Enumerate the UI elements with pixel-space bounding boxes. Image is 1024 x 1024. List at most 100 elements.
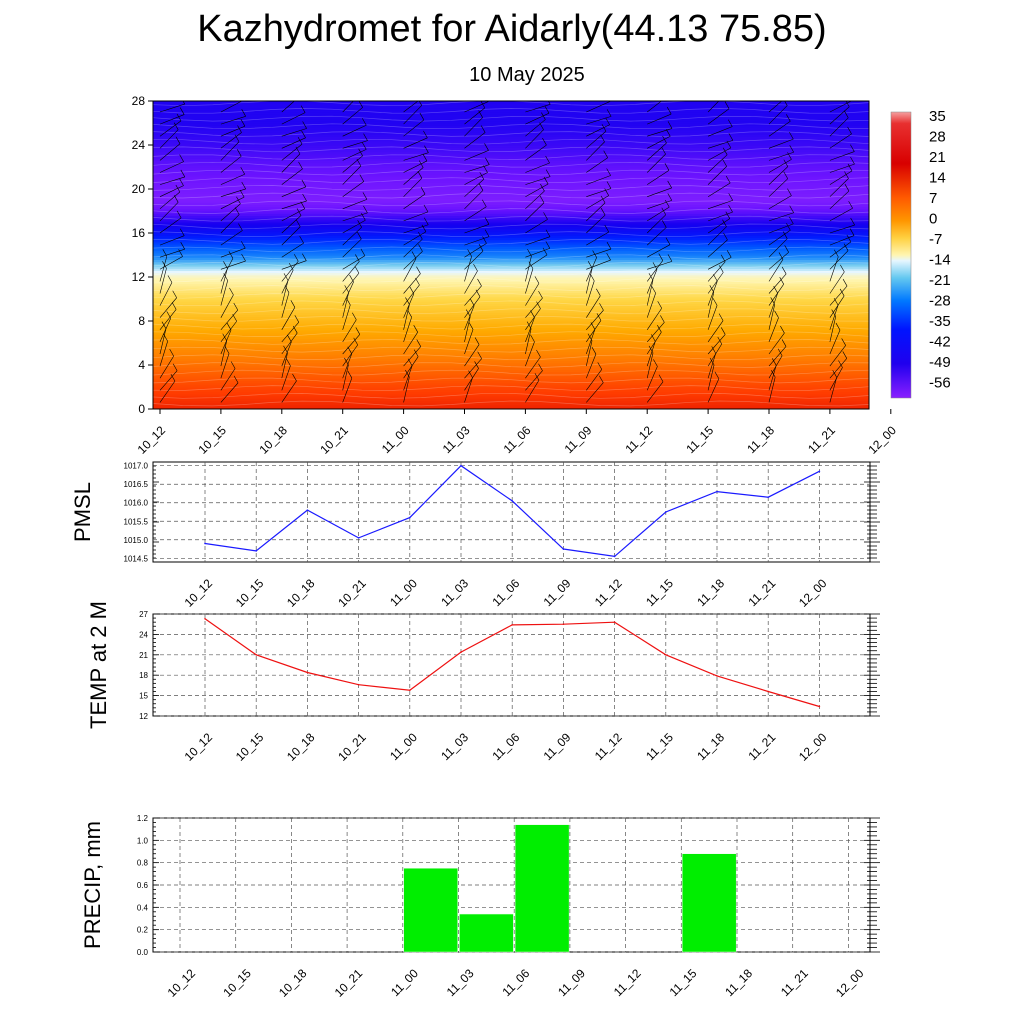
heatmap-xtick-11_06: 11_06	[501, 423, 534, 456]
temp-point-11_09	[562, 623, 565, 625]
heatmap-xtick-11_12: 11_12	[622, 423, 655, 456]
temp-ytick-12: 12	[139, 712, 148, 721]
heatmap-frame	[152, 100, 870, 410]
colorbar-label--14: -14	[929, 252, 951, 269]
colorbar-label--49: -49	[929, 354, 951, 371]
heatmap-xtick-11_03: 11_03	[440, 423, 473, 456]
pmsl-ytick-1015.0: 1015.0	[124, 536, 149, 545]
pmsl-ylabel: PMSL	[70, 482, 95, 542]
temp-xtick-11_06: 11_06	[489, 730, 522, 763]
pmsl-point-11_15	[665, 511, 667, 513]
temp-xtick-11_12: 11_12	[592, 730, 625, 763]
heatmap-xtick-11_00: 11_00	[379, 423, 412, 456]
heatmap-ytick-20: 20	[132, 182, 146, 196]
pmsl-ytick-1015.5: 1015.5	[124, 517, 149, 526]
colorbar-label--7: -7	[929, 231, 942, 248]
precip-ylabel: PRECIP, mm	[80, 821, 105, 949]
temp-xtick-11_09: 11_09	[541, 730, 574, 763]
heatmap-xtick-10_12: 10_12	[135, 423, 169, 457]
chart-title: Kazhydromet for Aidarly(44.13 75.85)	[197, 8, 827, 50]
pmsl-point-11_12	[613, 555, 616, 558]
heatmap-ytick-0: 0	[138, 402, 145, 416]
heatmap-xtick-10_21: 10_21	[317, 423, 351, 457]
temp-xtick-10_18: 10_18	[284, 730, 318, 764]
pmsl-xtick-11_15: 11_15	[643, 576, 676, 609]
pmsl-point-11_06	[511, 500, 513, 502]
pmsl-xtick-11_18: 11_18	[694, 576, 727, 609]
heatmap-xtick-10_18: 10_18	[256, 423, 290, 457]
heatmap-panel: 0 4 8 12 16 20 24 28 10_12 10_15 10_18 10_21 11_00 11…	[132, 94, 900, 457]
colorbar: 35 28 21 14 7 0 -7 -14 -21 -28 -35 -42 -49 -56	[890, 108, 951, 399]
heatmap-xtick-11_21: 11_21	[805, 423, 838, 456]
precip-bar-11_09	[514, 824, 570, 953]
colorbar-label-7: 7	[929, 190, 937, 207]
precip-ytick-0.6: 0.6	[137, 881, 149, 890]
precip-xtick-10_21: 10_21	[332, 966, 366, 1000]
temp-xtick-10_12: 10_12	[182, 730, 216, 764]
temp-frame	[152, 613, 871, 717]
colorbar-label--42: -42	[929, 334, 951, 351]
heatmap-ytick-24: 24	[132, 138, 146, 152]
colorbar-label-14: 14	[929, 170, 946, 187]
precip-xtick-11_12: 11_12	[611, 966, 644, 999]
heatmap-ytick-8: 8	[138, 314, 145, 328]
pmsl-xtick-11_12: 11_12	[592, 576, 625, 609]
precip-xtick-10_15: 10_15	[220, 966, 254, 1000]
temp-xtick-11_03: 11_03	[438, 730, 471, 763]
colorbar-label-35: 35	[929, 108, 946, 125]
precip-xtick-11_00: 11_00	[388, 966, 421, 999]
pmsl-panel: 1014.5 1015.0 1015.5 1016.0 1016.5 1017.0 10_1…	[70, 461, 880, 610]
temp-xtick-11_15: 11_15	[643, 730, 676, 763]
colorbar-ramp	[890, 111, 912, 399]
precip-xtick-11_18: 11_18	[722, 966, 755, 999]
precip-ytick-0.4: 0.4	[137, 903, 149, 912]
heatmap-ytick-28: 28	[132, 94, 146, 108]
temp-ytick-27: 27	[139, 610, 148, 619]
pmsl-xtick-10_21: 10_21	[335, 576, 369, 610]
temp-xtick-11_21: 11_21	[745, 730, 778, 763]
pmsl-frame	[152, 461, 871, 563]
temp-xtick-12_00: 12_00	[796, 730, 830, 764]
temp-point-11_00	[409, 689, 411, 691]
pmsl-point-10_15	[255, 550, 257, 552]
pmsl-xtick-11_21: 11_21	[745, 576, 778, 609]
temp-point-10_21	[357, 683, 360, 686]
pmsl-ytick-1016.5: 1016.5	[124, 480, 149, 489]
pmsl-point-11_18	[716, 490, 718, 493]
temp-point-10_18	[306, 671, 309, 674]
precip-xtick-11_09: 11_09	[555, 966, 588, 999]
precip-bar-11_18	[681, 853, 737, 953]
temp-point-11_18	[716, 675, 718, 677]
precip-panel: 0.0 0.2 0.4 0.6 0.8 1.0 1.2 10_12 10_15 10_18 10_2…	[80, 814, 880, 1000]
temp-ytick-15: 15	[139, 692, 148, 701]
pmsl-point-10_18	[306, 509, 309, 511]
temp-ylabel: TEMP at 2 M	[86, 601, 111, 729]
chart-subtitle: 10 May 2025	[469, 64, 585, 86]
temp-ytick-24: 24	[139, 630, 148, 639]
colorbar-label--28: -28	[929, 293, 951, 310]
colorbar-label-28: 28	[929, 129, 946, 146]
pmsl-point-11_00	[409, 516, 411, 519]
precip-xtick-11_06: 11_06	[499, 966, 532, 999]
heatmap-ytick-12: 12	[132, 270, 146, 284]
heatmap-xtick-10_15: 10_15	[196, 423, 230, 457]
heatmap-xtick-12_00: 12_00	[865, 423, 899, 457]
precip-bar-11_03	[403, 868, 458, 953]
pmsl-point-10_12	[204, 542, 206, 545]
pmsl-ytick-1014.5: 1014.5	[124, 554, 149, 563]
precip-ytick-0.0: 0.0	[137, 948, 149, 957]
temp-point-11_15	[665, 654, 667, 656]
pmsl-xtick-11_09: 11_09	[541, 576, 574, 609]
pmsl-point-10_21	[357, 537, 360, 539]
temp-point-11_21	[767, 690, 769, 693]
pmsl-xtick-10_18: 10_18	[284, 576, 318, 610]
pmsl-xtick-11_00: 11_00	[387, 576, 420, 609]
precip-xtick-11_03: 11_03	[444, 966, 477, 999]
pmsl-xtick-10_15: 10_15	[233, 576, 267, 610]
colorbar-label--35: -35	[929, 313, 951, 330]
pmsl-xtick-12_00: 12_00	[796, 576, 830, 610]
pmsl-ytick-1016.0: 1016.0	[124, 499, 149, 508]
colorbar-label-21: 21	[929, 149, 946, 166]
heatmap-xtick-11_18: 11_18	[744, 423, 777, 456]
pmsl-point-12_00	[818, 470, 821, 473]
